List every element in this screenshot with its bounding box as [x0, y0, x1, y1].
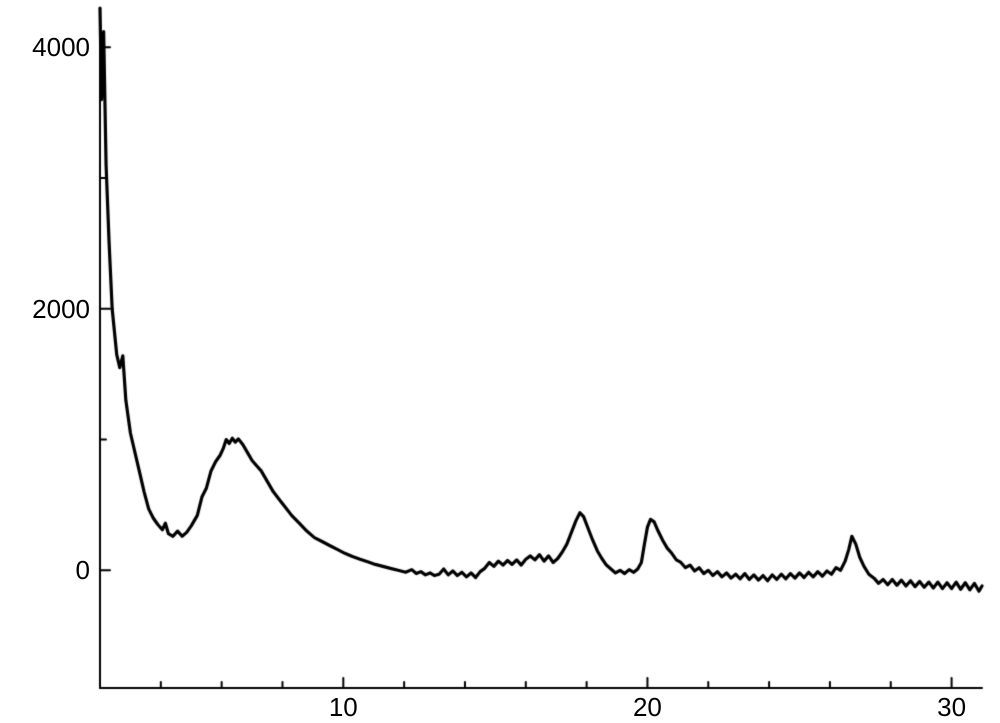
- chart-canvas: [0, 0, 1000, 723]
- y-tick-label: 2000: [32, 294, 90, 325]
- y-tick-label: 0: [76, 555, 90, 586]
- x-tick-label: 20: [627, 692, 667, 723]
- y-tick-label: 4000: [32, 32, 90, 63]
- x-tick-label: 30: [932, 692, 972, 723]
- xrd-line-chart: 0 2000 4000 10 20 30: [0, 0, 1000, 723]
- x-tick-label: 10: [323, 692, 363, 723]
